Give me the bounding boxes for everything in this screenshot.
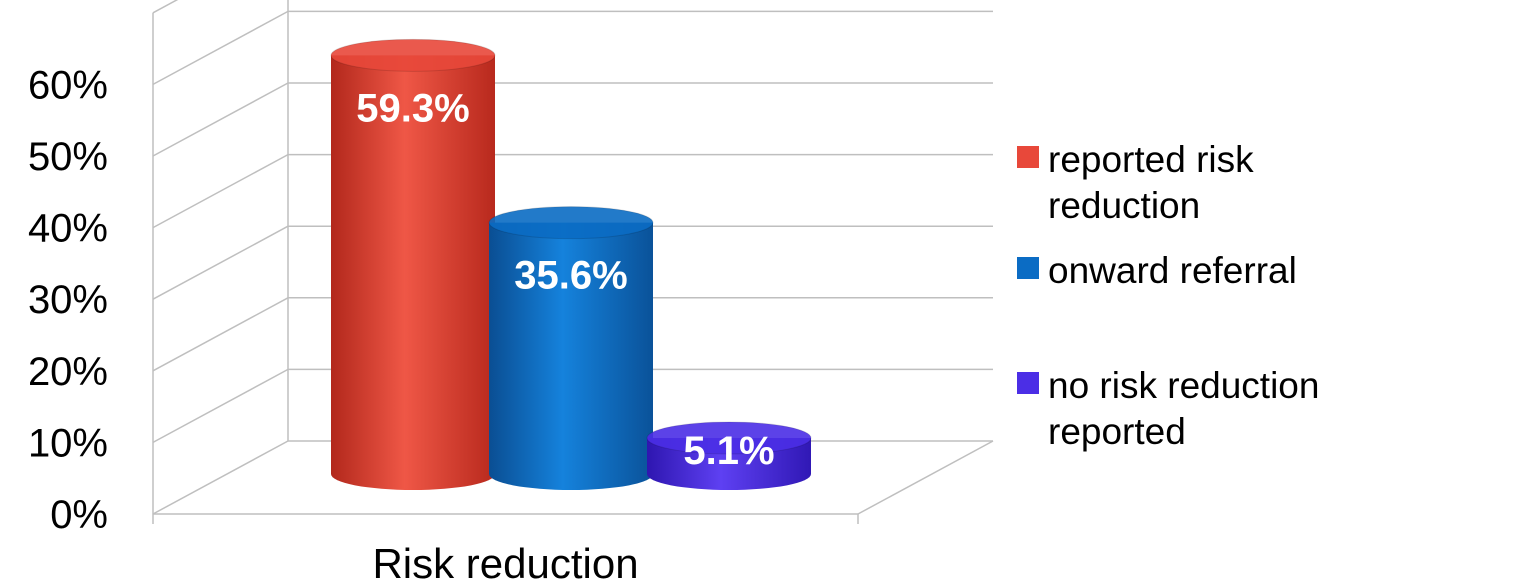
- legend-label: onward referral: [1048, 250, 1297, 291]
- gridline-diagonal: [152, 82, 289, 157]
- gridline-diagonal: [152, 225, 289, 300]
- legend-swatch: [1017, 146, 1039, 168]
- y-tick-label: 10%: [28, 421, 108, 465]
- legend-label: no risk reduction reported: [1048, 365, 1319, 452]
- gridline-diagonal: [152, 297, 289, 372]
- gridline-diagonal: [152, 153, 289, 229]
- legend-swatch: [1017, 257, 1039, 279]
- y-tick-label: 40%: [28, 207, 108, 251]
- category-label: Risk reduction: [372, 540, 638, 586]
- bar-top: [488, 206, 654, 240]
- legend-item: reported risk reduction: [1017, 139, 1254, 226]
- gridline-diagonal: [152, 10, 289, 86]
- floor-right-edge: [857, 440, 994, 515]
- bar: [331, 55, 495, 490]
- y-axis-ticks: 0% 10% 20% 30% 40% 50% 60%: [28, 63, 108, 537]
- bar: [489, 222, 653, 490]
- gridline-diagonal: [152, 0, 179, 14]
- legend-item: onward referral: [1017, 250, 1297, 291]
- y-tick-label: 30%: [28, 278, 108, 322]
- x-axis-categories: Risk reduction: [372, 540, 638, 586]
- y-tick-label: 50%: [28, 135, 108, 179]
- gridline-diagonal: [152, 368, 289, 444]
- gridline-diagonal: [152, 440, 289, 515]
- legend-swatch: [1017, 372, 1039, 394]
- legend-item: no risk reduction reported: [1017, 365, 1319, 452]
- data-label: 35.6%: [514, 254, 627, 298]
- bar-top: [646, 421, 812, 455]
- data-label: 59.3%: [356, 86, 469, 130]
- bar-top: [330, 38, 496, 72]
- y-tick-label: 20%: [28, 350, 108, 394]
- bars: 59.3% 35.6% 5.1%: [330, 38, 812, 490]
- y-tick-label: 0%: [50, 493, 108, 537]
- legend: reported risk reduction onward referral no …: [1017, 139, 1319, 452]
- data-label: 5.1%: [683, 429, 774, 473]
- y-tick-label: 60%: [28, 63, 108, 107]
- legend-label: reported risk reduction: [1048, 139, 1254, 226]
